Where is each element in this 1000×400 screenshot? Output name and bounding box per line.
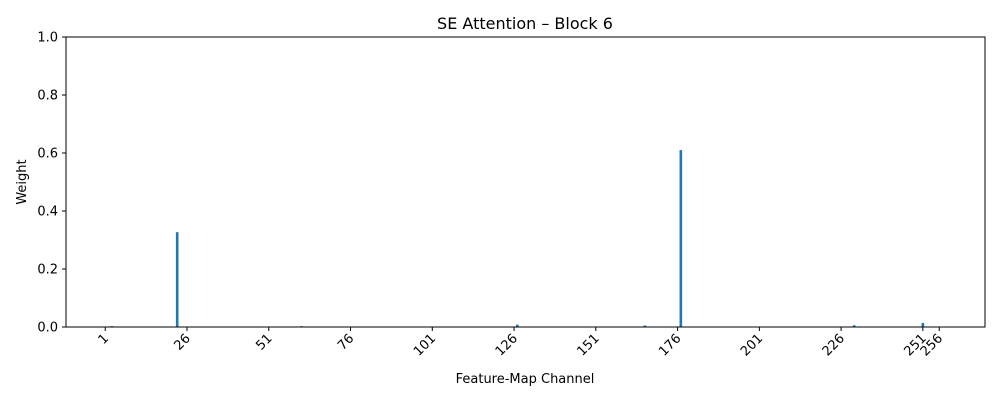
x-axis-label: Feature-Map Channel [456,372,595,387]
bar-channel-230 [852,325,856,327]
chart-title: SE Attention – Block 6 [437,14,613,33]
x-tick-label: 151 [574,331,602,359]
y-axis: 0.0 0.2 0.4 0.6 0.8 1.0 [37,31,66,336]
bar-channel-127 [516,324,519,327]
x-tick-label: 226 [820,331,848,359]
bar-channel-23 [175,232,179,327]
x-tick-label: 76 [335,331,357,353]
bars-group [110,150,925,328]
x-tick-label: 26 [172,331,194,353]
y-tick-label: 0.2 [37,263,58,278]
y-tick-label: 1.0 [37,31,58,46]
x-tick-label: 126 [493,331,521,359]
x-tick-label: 176 [656,331,684,359]
y-axis-label: Weight [15,159,30,204]
x-tick-label: 201 [738,331,766,359]
bar-channel-251 [921,322,925,327]
y-tick-label: 0.8 [37,89,58,104]
y-tick-label: 0.6 [37,147,58,162]
x-tick-label: 51 [253,331,275,353]
x-tick-label: 101 [411,331,439,359]
plot-frame [65,36,986,328]
y-tick-label: 0.0 [37,321,58,336]
x-tick-label: 1 [96,331,112,347]
bar-channel-166 [643,325,647,327]
bar-channel-177 [679,150,683,327]
y-tick-label: 0.4 [37,205,58,220]
